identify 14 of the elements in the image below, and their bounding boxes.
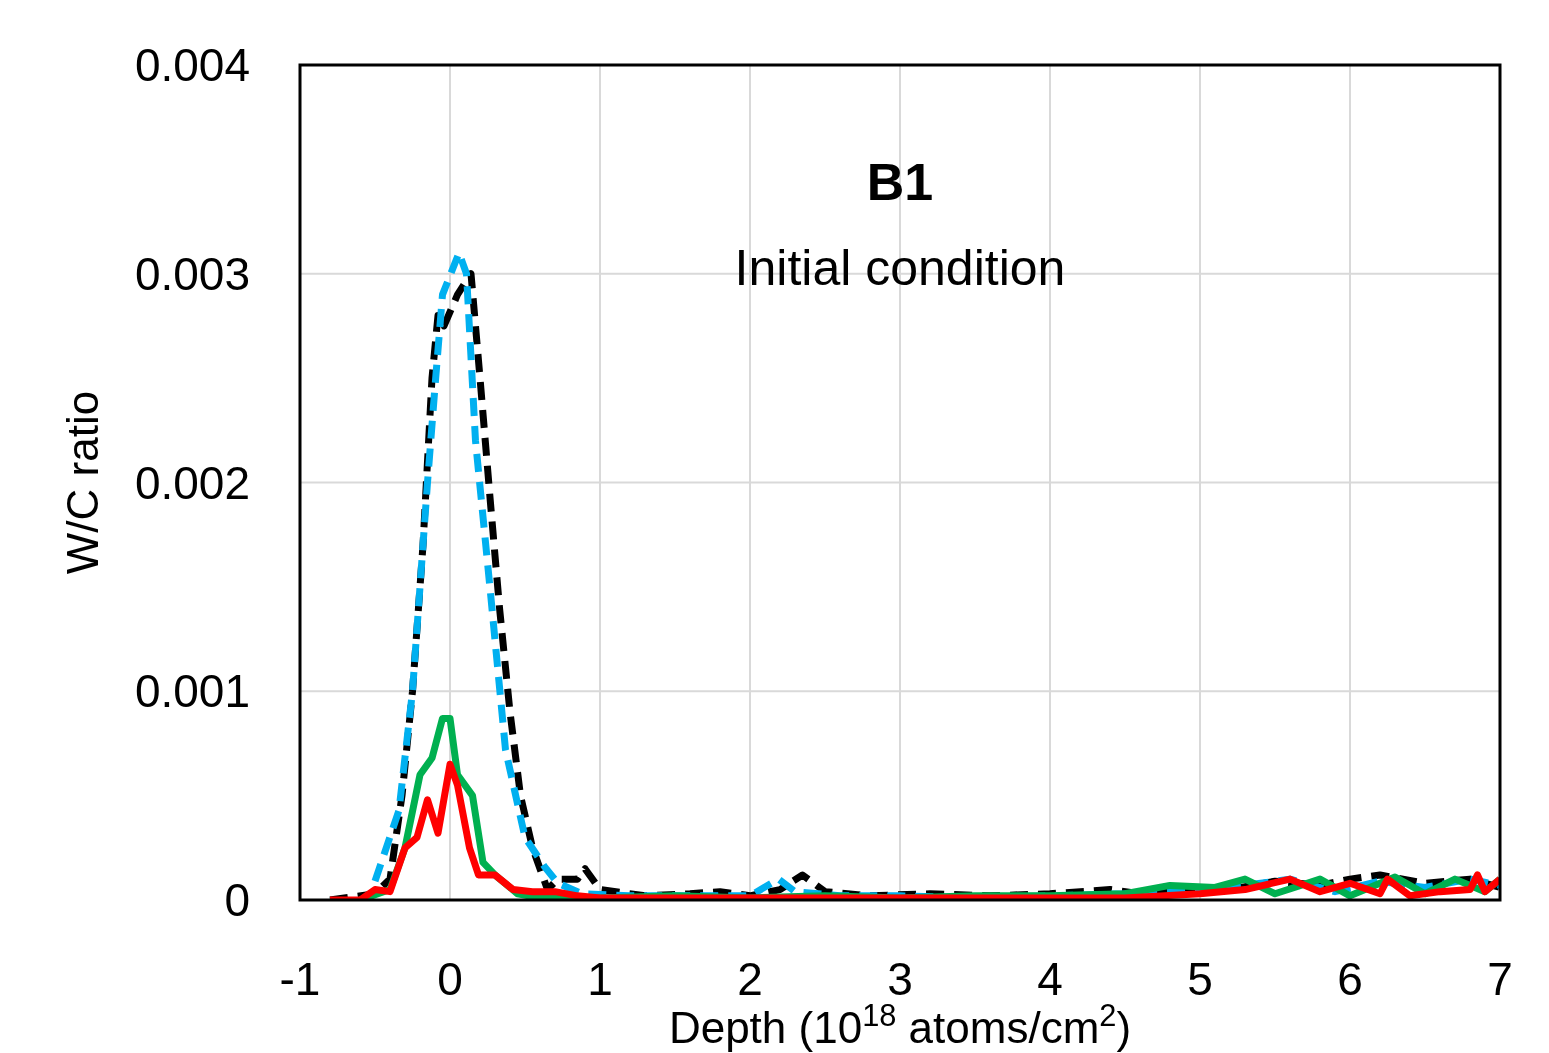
x-tick-label: 6 [1337, 953, 1363, 1005]
x-tick-label: 7 [1487, 953, 1513, 1005]
x-tick-label: 0 [437, 953, 463, 1005]
annotation: Initial condition [734, 240, 1066, 296]
y-tick-label: 0 [224, 874, 250, 926]
x-tick-label: 5 [1187, 953, 1213, 1005]
y-tick-label: 0.004 [134, 39, 250, 91]
y-tick-label: 0.003 [134, 247, 250, 300]
annotation: B1 [866, 153, 934, 211]
y-tick-label: 0.001 [134, 665, 250, 718]
x-tick-label: 1 [587, 953, 613, 1005]
x-tick-label: -1 [279, 953, 321, 1005]
y-tick-label: 0.002 [134, 456, 250, 509]
y-axis-title: W/C ratio [58, 390, 107, 575]
